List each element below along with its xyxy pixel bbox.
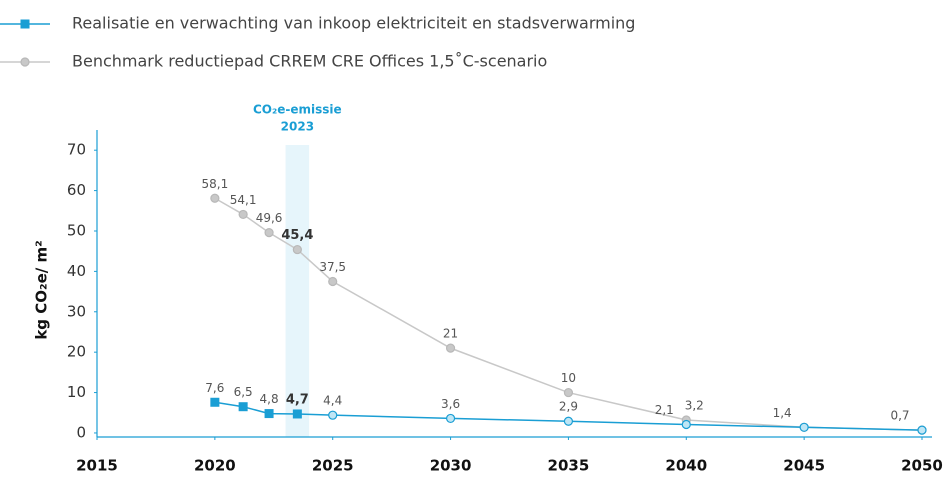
value-label: 21 bbox=[443, 327, 458, 341]
marker bbox=[563, 416, 574, 426]
marker bbox=[328, 410, 338, 420]
marker bbox=[238, 209, 248, 220]
value-label: 10 bbox=[561, 371, 576, 385]
y-tick-label: 20 bbox=[67, 343, 86, 361]
marker bbox=[917, 425, 927, 435]
marker bbox=[445, 413, 456, 424]
y-tick-label: 60 bbox=[67, 181, 86, 199]
value-label: 1,4 bbox=[773, 406, 792, 420]
y-tick-label: 40 bbox=[67, 262, 86, 280]
value-label: 2,1 bbox=[655, 403, 674, 417]
x-tick-label: 2045 bbox=[783, 457, 825, 475]
legend-label: Realisatie en verwachting van inkoop ele… bbox=[72, 14, 635, 33]
series-line bbox=[214, 197, 923, 431]
y-tick-label: 0 bbox=[76, 423, 86, 441]
value-label: 0,7 bbox=[890, 409, 909, 423]
marker bbox=[681, 419, 691, 430]
marker bbox=[20, 57, 30, 67]
marker bbox=[264, 228, 274, 238]
marker bbox=[210, 193, 220, 203]
value-label: 54,1 bbox=[230, 193, 257, 207]
x-tick-label: 2030 bbox=[430, 457, 472, 475]
annotation-year: 2023 bbox=[281, 120, 314, 134]
x-tick-label: 2025 bbox=[312, 457, 354, 475]
annotation: CO₂e-emissie bbox=[253, 103, 342, 117]
value-label: 3,2 bbox=[685, 399, 704, 413]
value-label: 58,1 bbox=[201, 177, 228, 191]
x-tick-label: 2035 bbox=[548, 457, 590, 475]
y-tick-label: 30 bbox=[67, 302, 86, 320]
x-tick-label: 2040 bbox=[665, 457, 707, 475]
marker bbox=[445, 343, 456, 353]
marker bbox=[563, 387, 574, 398]
marker bbox=[328, 276, 338, 287]
y-tick-label: 50 bbox=[67, 221, 86, 239]
highlight-band bbox=[285, 145, 310, 437]
marker bbox=[20, 19, 30, 29]
value-label: 6,5 bbox=[234, 385, 253, 399]
value-label: 45,4 bbox=[281, 228, 313, 243]
value-label: 7,6 bbox=[205, 381, 224, 395]
marker bbox=[210, 397, 220, 407]
value-label: 4,7 bbox=[286, 392, 309, 407]
value-label: 4,8 bbox=[260, 392, 279, 406]
legend-label: Benchmark reductiepad CRREM CRE Offices … bbox=[72, 52, 547, 71]
series-line bbox=[214, 401, 923, 431]
value-label: 3,6 bbox=[441, 397, 460, 411]
marker bbox=[264, 409, 274, 419]
value-label: 49,6 bbox=[256, 211, 283, 225]
x-tick-label: 2050 bbox=[901, 457, 943, 475]
y-tick-label: 70 bbox=[67, 141, 86, 159]
value-label: 37,5 bbox=[319, 260, 346, 274]
marker bbox=[292, 244, 302, 255]
y-axis-label: kg CO₂e/ m² bbox=[33, 240, 51, 339]
y-tick-label: 10 bbox=[67, 383, 86, 401]
x-tick-label: 2020 bbox=[194, 457, 236, 475]
marker bbox=[292, 409, 302, 419]
x-tick-label: 2015 bbox=[76, 457, 118, 475]
marker bbox=[238, 402, 248, 412]
value-label: 2,9 bbox=[559, 400, 578, 414]
value-label: 4,4 bbox=[323, 394, 342, 408]
marker bbox=[799, 422, 809, 432]
